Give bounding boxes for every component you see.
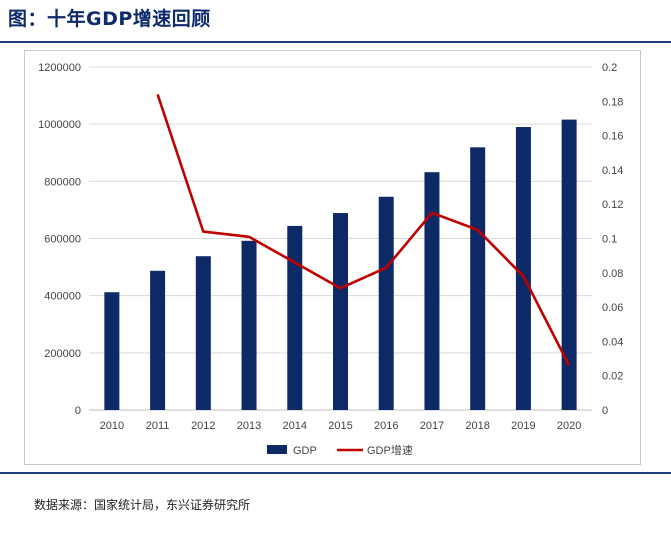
y-left-tick-label: 800000 (44, 176, 81, 188)
y-left-tick-label: 200000 (44, 348, 81, 360)
x-tick-label: 2015 (328, 420, 352, 432)
x-tick-label: 2011 (146, 420, 170, 432)
y-left-tick-label: 400000 (44, 291, 81, 303)
gdp-bar (287, 225, 303, 410)
gdp-bar (150, 270, 166, 410)
y-right-tick-label: 0.14 (602, 165, 623, 177)
y-right-tick-label: 0.2 (602, 62, 617, 74)
gdp-growth-chart: 0 200000 400000 600000 800000 1000000 1200000 0… (38, 62, 623, 457)
y-right-tick-label: 0.04 (602, 336, 623, 348)
gdp-bar (561, 119, 577, 411)
gdp-bar (104, 292, 120, 410)
x-tick-label: 2010 (100, 420, 124, 432)
gdp-growth-line (156, 93, 571, 366)
gdp-bar (378, 196, 394, 410)
x-tick-label: 2013 (237, 420, 261, 432)
chart-frame: 0 200000 400000 600000 800000 1000000 1200000 0… (24, 50, 641, 465)
legend-label-gdp: GDP (293, 445, 317, 457)
gdp-bar (195, 256, 211, 410)
x-tick-label: 2018 (465, 420, 489, 432)
source-note: 数据来源：国家统计局，东兴证券研究所 (34, 498, 251, 512)
y-right-tick-label: 0.16 (602, 131, 623, 143)
footer-divider (0, 472, 671, 474)
gdp-bar (470, 147, 486, 411)
y-right-tick-label: 0.02 (602, 371, 623, 383)
x-tick-label: 2014 (283, 420, 307, 432)
title-divider (0, 41, 671, 43)
gdp-bar (515, 127, 531, 411)
y-left-tick-label: 0 (75, 405, 81, 417)
x-tick-label: 2017 (420, 420, 444, 432)
legend-label-growth: GDP增速 (367, 443, 413, 457)
y-right-tick-label: 0.18 (602, 96, 623, 108)
x-tick-label: 2012 (191, 420, 215, 432)
page-title: 图：十年GDP增速回顾 (8, 8, 211, 30)
legend-swatch-gdp (267, 445, 287, 454)
gdp-bar (333, 213, 348, 410)
y-right-tick-label: 0.1 (602, 234, 617, 246)
y-left-tick-label: 1200000 (38, 62, 81, 74)
y-right-tick-label: 0.08 (602, 268, 623, 280)
y-right-tick-label: 0 (602, 405, 608, 417)
x-tick-label: 2019 (511, 420, 535, 432)
y-left-tick-label: 1000000 (38, 119, 81, 131)
gdp-bar (424, 172, 440, 410)
y-left-tick-label: 600000 (44, 234, 81, 246)
y-right-tick-label: 0.12 (602, 199, 623, 211)
gdp-bar (241, 240, 257, 410)
y-right-tick-label: 0.06 (602, 302, 623, 314)
x-tick-label: 2020 (557, 420, 581, 432)
x-tick-label: 2016 (374, 420, 398, 432)
